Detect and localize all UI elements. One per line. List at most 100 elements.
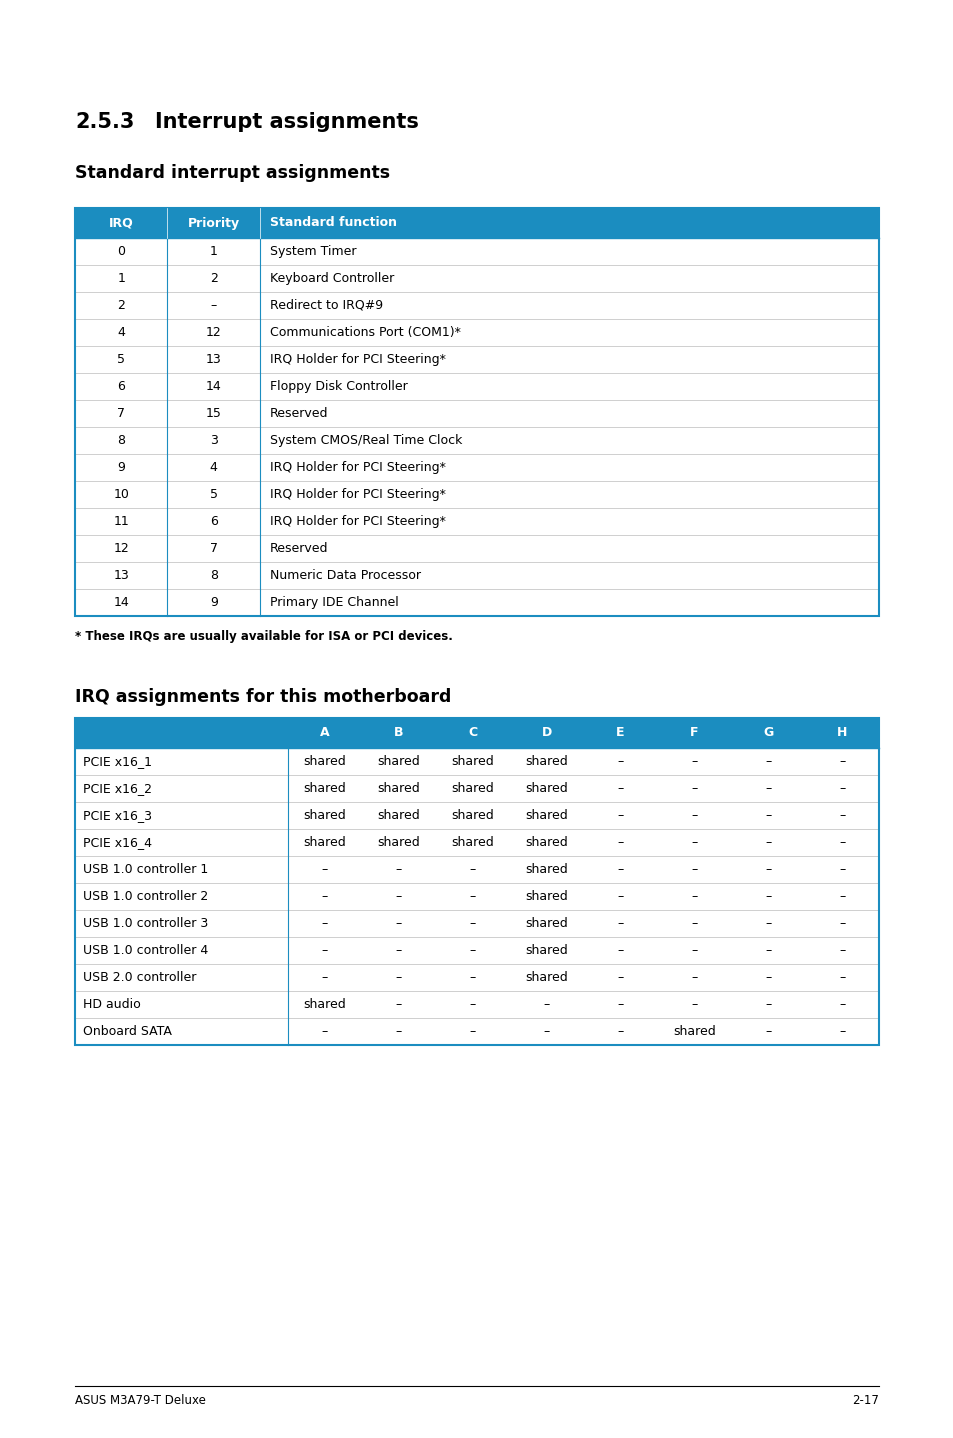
Text: shared: shared [451, 835, 494, 848]
Text: 5: 5 [117, 352, 125, 367]
Text: –: – [617, 998, 623, 1011]
Text: 3: 3 [210, 434, 217, 447]
Text: shared: shared [525, 835, 567, 848]
Text: 7: 7 [117, 407, 125, 420]
Text: PCIE x16_2: PCIE x16_2 [83, 782, 152, 795]
Text: –: – [839, 998, 844, 1011]
Text: –: – [764, 810, 771, 823]
Text: –: – [764, 863, 771, 876]
Text: shared: shared [377, 810, 420, 823]
Text: 13: 13 [206, 352, 221, 367]
Text: –: – [321, 943, 328, 958]
Text: 15: 15 [206, 407, 221, 420]
Text: –: – [469, 863, 476, 876]
Text: –: – [764, 971, 771, 984]
Text: System Timer: System Timer [270, 244, 356, 257]
Text: –: – [839, 863, 844, 876]
Text: shared: shared [377, 782, 420, 795]
Text: Priority: Priority [188, 217, 239, 230]
Bar [75, 239, 878, 615]
Text: B: B [394, 726, 403, 739]
Text: 6: 6 [210, 515, 217, 528]
Text: –: – [617, 890, 623, 903]
Text: shared: shared [525, 755, 567, 768]
Text: shared: shared [377, 755, 420, 768]
Text: –: – [543, 1025, 549, 1038]
Text: –: – [691, 971, 697, 984]
Text: –: – [764, 782, 771, 795]
Text: –: – [469, 1025, 476, 1038]
Text: –: – [839, 917, 844, 930]
Text: PCIE x16_4: PCIE x16_4 [83, 835, 152, 848]
Text: shared: shared [303, 755, 346, 768]
Text: 4: 4 [117, 326, 125, 339]
Text: –: – [395, 917, 401, 930]
Text: 10: 10 [113, 487, 129, 500]
Text: Reserved: Reserved [270, 407, 328, 420]
Text: Interrupt assignments: Interrupt assignments [154, 112, 418, 132]
Text: USB 1.0 controller 4: USB 1.0 controller 4 [83, 943, 208, 958]
Text: 13: 13 [113, 569, 129, 582]
Text: * These IRQs are usually available for ISA or PCI devices.: * These IRQs are usually available for I… [75, 630, 453, 643]
Text: 1: 1 [210, 244, 217, 257]
Text: –: – [617, 943, 623, 958]
Text: –: – [395, 863, 401, 876]
Text: ASUS M3A79-T Deluxe: ASUS M3A79-T Deluxe [75, 1393, 206, 1406]
Text: IRQ: IRQ [109, 217, 133, 230]
Text: IRQ Holder for PCI Steering*: IRQ Holder for PCI Steering* [270, 487, 445, 500]
Text: 2: 2 [117, 299, 125, 312]
Text: –: – [617, 917, 623, 930]
Text: 12: 12 [113, 542, 129, 555]
Text: –: – [691, 755, 697, 768]
Text: Keyboard Controller: Keyboard Controller [270, 272, 394, 285]
Text: –: – [395, 1025, 401, 1038]
Text: –: – [764, 755, 771, 768]
Text: –: – [764, 943, 771, 958]
Text: –: – [469, 998, 476, 1011]
Text: Floppy Disk Controller: Floppy Disk Controller [270, 380, 407, 393]
Text: –: – [839, 782, 844, 795]
Text: H: H [836, 726, 846, 739]
Text: F: F [689, 726, 698, 739]
Bar [75, 718, 878, 1045]
Text: –: – [617, 782, 623, 795]
Text: D: D [541, 726, 551, 739]
Text: –: – [395, 890, 401, 903]
Bar [75, 209, 878, 239]
Text: Redirect to IRQ#9: Redirect to IRQ#9 [270, 299, 383, 312]
Text: –: – [691, 810, 697, 823]
Bar [75, 718, 878, 748]
Text: –: – [839, 890, 844, 903]
Text: –: – [839, 1025, 844, 1038]
Text: –: – [321, 863, 328, 876]
Text: –: – [617, 863, 623, 876]
Text: 4: 4 [210, 462, 217, 475]
Text: Onboard SATA: Onboard SATA [83, 1025, 172, 1038]
Text: –: – [764, 917, 771, 930]
Text: –: – [617, 755, 623, 768]
Text: –: – [211, 299, 216, 312]
Text: E: E [616, 726, 624, 739]
Text: 14: 14 [206, 380, 221, 393]
Text: –: – [691, 890, 697, 903]
Text: 9: 9 [210, 595, 217, 610]
Bar [75, 209, 878, 615]
Text: 1: 1 [117, 272, 125, 285]
Text: shared: shared [525, 863, 567, 876]
Text: shared: shared [525, 917, 567, 930]
Text: 0: 0 [117, 244, 125, 257]
Text: C: C [468, 726, 476, 739]
Text: –: – [839, 810, 844, 823]
Text: shared: shared [303, 998, 346, 1011]
Text: Communications Port (COM1)*: Communications Port (COM1)* [270, 326, 460, 339]
Text: –: – [691, 782, 697, 795]
Text: USB 2.0 controller: USB 2.0 controller [83, 971, 196, 984]
Text: Standard function: Standard function [270, 217, 396, 230]
Text: –: – [691, 943, 697, 958]
Text: 2: 2 [210, 272, 217, 285]
Text: –: – [691, 998, 697, 1011]
Text: –: – [764, 890, 771, 903]
Text: –: – [469, 890, 476, 903]
Text: 8: 8 [117, 434, 125, 447]
Text: –: – [395, 971, 401, 984]
